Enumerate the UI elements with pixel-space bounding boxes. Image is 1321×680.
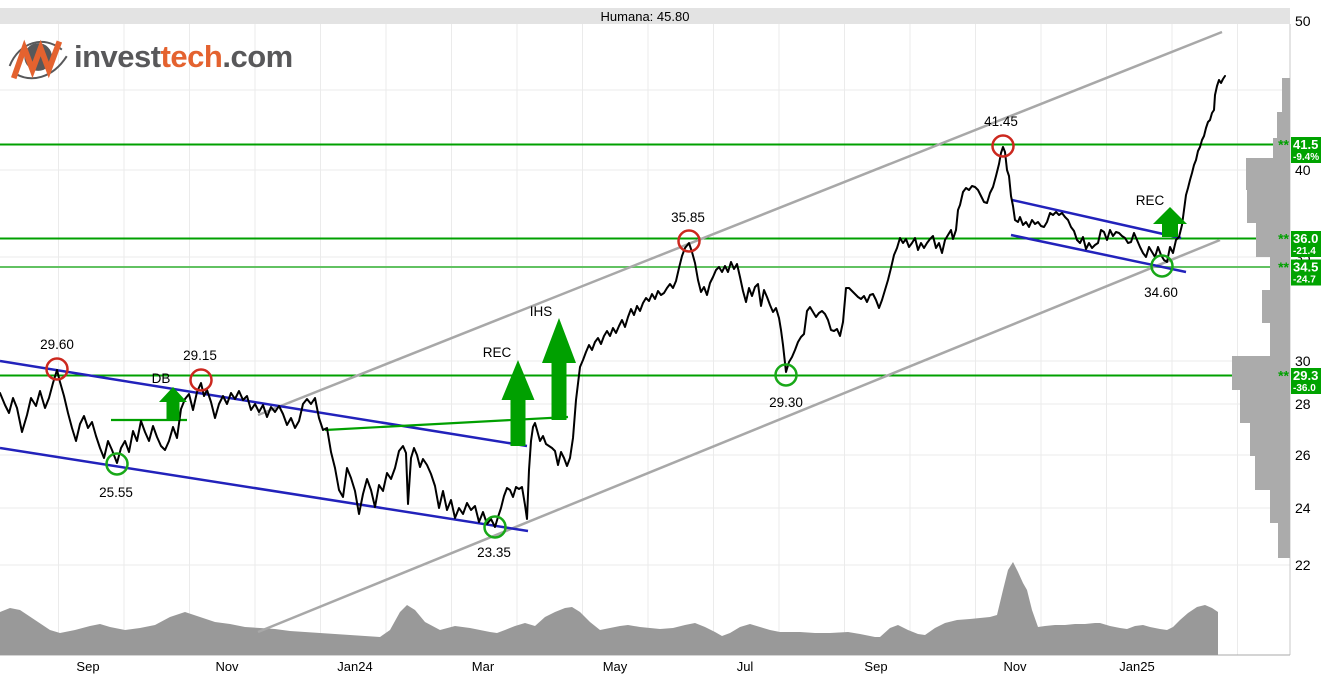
pattern-label: REC	[1136, 193, 1165, 208]
volume-by-price-bar	[1240, 390, 1290, 423]
x-axis-month-label: Mar	[472, 659, 495, 674]
logo-text-invest: invest	[74, 39, 161, 74]
level-price-value: 34.5	[1293, 260, 1318, 275]
extreme-price-label: 29.15	[183, 348, 217, 363]
volume-by-price-bar	[1256, 223, 1290, 257]
buy-signal-arrow	[542, 318, 576, 420]
extreme-point-circle-red	[189, 368, 213, 392]
logo-text: investtech.com	[74, 39, 293, 75]
extreme-price-label: 25.55	[99, 485, 133, 500]
extreme-price-label: 34.60	[1144, 285, 1178, 300]
level-price-value: 36.0	[1293, 231, 1318, 246]
x-axis-month-label: Jul	[737, 659, 754, 674]
level-price-percent: -36.0	[1293, 383, 1316, 394]
level-price-box	[1291, 259, 1321, 286]
pattern-label: REC	[483, 345, 512, 360]
volume-by-price-bar	[1270, 490, 1290, 523]
volume-by-price-bar	[1247, 190, 1290, 223]
volume-by-price-bar	[1282, 78, 1290, 112]
pattern-label: DB	[152, 371, 171, 386]
pattern-label: IHS	[530, 304, 553, 319]
trend-channel-line-blue	[1010, 233, 1187, 274]
level-price-value: 41.5	[1293, 137, 1318, 152]
level-price-box	[1291, 368, 1321, 394]
extreme-point-circle-red	[991, 134, 1015, 158]
level-price-box	[1291, 137, 1321, 163]
level-stars: **	[1278, 368, 1289, 384]
y-axis-tick-label: 50	[1295, 13, 1311, 29]
x-axis-month-label: Nov	[215, 659, 239, 674]
extreme-price-label: 29.60	[40, 337, 74, 352]
extreme-point-circle-green	[105, 452, 129, 476]
chart-title: Humana: 45.80	[600, 8, 690, 24]
buy-signal-arrow	[1153, 207, 1187, 237]
investtech-logo-mark	[8, 39, 68, 80]
chart-title-bar: Humana: 45.80	[0, 8, 1290, 24]
y-axis-tick-label: 28	[1295, 396, 1311, 412]
trend-channel-line-gray	[257, 238, 1221, 634]
logo-text-tech: tech	[160, 39, 223, 74]
extreme-point-circle-red	[45, 357, 69, 381]
trend-channel-line-gray	[257, 30, 1223, 417]
volume-by-price-bar	[1250, 423, 1290, 456]
volume-by-price-bar	[1273, 138, 1290, 158]
volume-by-price-bar	[1232, 356, 1290, 390]
buy-signal-arrow	[501, 360, 535, 446]
pattern-line	[324, 415, 569, 432]
level-stars: **	[1278, 137, 1289, 153]
y-axis-tick-label: 30	[1295, 353, 1311, 369]
level-price-box	[1291, 231, 1321, 257]
volume-by-price-bar	[1270, 257, 1290, 290]
y-axis-tick-label: 24	[1295, 500, 1311, 516]
extreme-point-circle-red	[677, 229, 701, 253]
y-axis-tick-label: 22	[1295, 557, 1311, 573]
volume-by-price-bar	[1270, 323, 1290, 356]
extreme-price-label: 35.85	[671, 210, 705, 225]
extreme-point-circle-green	[1150, 254, 1174, 278]
trend-channel-line-blue	[1011, 198, 1182, 240]
volume-by-price-bar	[1246, 158, 1290, 190]
volume-by-price-bar	[1278, 523, 1290, 558]
extreme-price-label: 23.35	[477, 545, 511, 560]
volume-by-price-bar	[1277, 112, 1290, 138]
extreme-price-label: 41.45	[984, 114, 1018, 129]
level-price-percent: -21.4	[1293, 246, 1316, 257]
level-price-value: 29.3	[1293, 368, 1318, 383]
volume-by-price-bar	[1262, 290, 1290, 323]
price-line	[0, 75, 1226, 528]
investtech-logo[interactable]: investtech.com	[8, 28, 293, 86]
x-axis-month-label: Nov	[1003, 659, 1027, 674]
volume-by-price-bar	[1255, 456, 1290, 490]
x-axis-month-label: Jan24	[337, 659, 372, 674]
trend-channel-line-blue	[0, 359, 528, 448]
level-price-percent: -9.4%	[1293, 152, 1319, 163]
trend-channel-line-blue	[0, 446, 529, 533]
buy-signal-arrow	[159, 387, 187, 420]
x-axis-month-label: May	[603, 659, 628, 674]
extreme-point-circle-green	[483, 515, 507, 539]
level-stars: **	[1278, 259, 1289, 275]
extreme-point-circle-green	[774, 363, 798, 387]
y-axis-tick-label: 40	[1295, 162, 1311, 178]
volume-area	[0, 562, 1218, 655]
logo-text-com: .com	[222, 39, 293, 74]
level-stars: **	[1278, 231, 1289, 247]
x-axis-month-label: Jan25	[1119, 659, 1154, 674]
x-axis-month-label: Sep	[76, 659, 99, 674]
x-axis-month-label: Sep	[864, 659, 887, 674]
extreme-price-label: 29.30	[769, 395, 803, 410]
y-axis-tick-label: 26	[1295, 447, 1311, 463]
level-price-percent: -24.7	[1293, 275, 1316, 286]
